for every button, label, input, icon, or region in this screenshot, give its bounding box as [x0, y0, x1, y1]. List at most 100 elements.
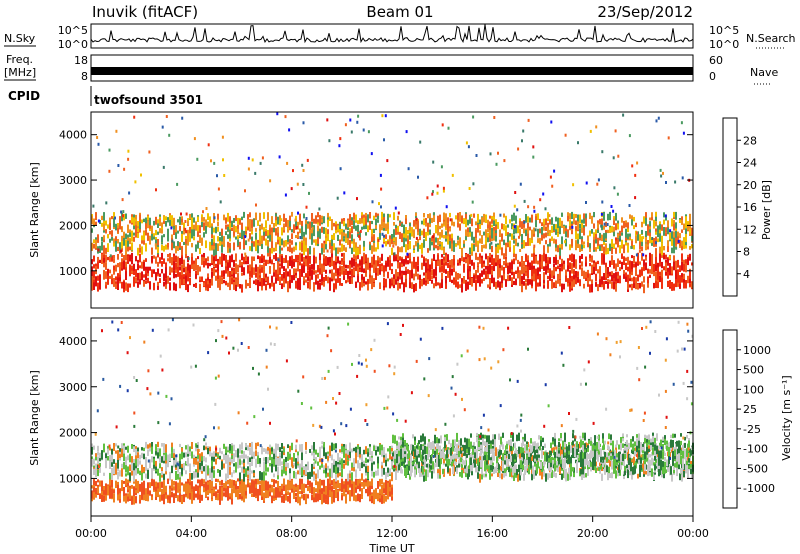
heatmap-cell: [543, 279, 545, 284]
heatmap-cell: [303, 231, 305, 238]
heatmap-cell: [321, 488, 323, 497]
heatmap-cell: [445, 233, 447, 239]
heatmap-cell: [343, 276, 345, 280]
heatmap-cell: [185, 282, 187, 291]
heatmap-cell: [243, 493, 245, 503]
heatmap-cell: [495, 281, 497, 290]
heatmap-cell: [349, 118, 352, 122]
heatmap-cell: [359, 237, 361, 241]
heatmap-cell: [283, 448, 285, 453]
heatmap-cell: [583, 244, 585, 249]
heatmap-cell: [247, 219, 249, 227]
heatmap-cell: [537, 282, 539, 287]
heatmap-cell: [565, 231, 567, 238]
heatmap-cell: [101, 494, 103, 502]
heatmap-cell: [170, 226, 173, 230]
heatmap-cell: [147, 494, 149, 502]
heatmap-cell: [489, 253, 491, 258]
heatmap-cell: [181, 482, 183, 486]
heatmap-cell: [261, 446, 263, 452]
heatmap-cell: [109, 472, 111, 480]
heatmap-cell: [353, 238, 355, 246]
heatmap-cell: [641, 281, 643, 287]
heatmap-cell: [527, 233, 529, 242]
heatmap-cell: [307, 248, 309, 256]
heatmap-cell: [261, 223, 263, 230]
heatmap-cell: [573, 270, 575, 274]
heatmap-cell: [689, 283, 691, 287]
heatmap-cell: [265, 464, 267, 472]
heatmap-cell: [121, 241, 123, 249]
heatmap-cell: [221, 495, 223, 501]
heatmap-cell: [111, 488, 113, 496]
heatmap-cell: [184, 227, 187, 231]
heatmap-cell: [283, 278, 285, 286]
heatmap-cell: [319, 492, 321, 497]
heatmap-cell: [117, 239, 119, 244]
nave-bottom-tick: 0: [709, 70, 716, 83]
heatmap-cell: [201, 456, 203, 463]
heatmap-cell: [237, 265, 239, 272]
heatmap-cell: [155, 229, 157, 236]
heatmap-cell: [141, 235, 143, 241]
heatmap-cell: [553, 267, 555, 276]
heatmap-cell: [653, 263, 655, 272]
heatmap-cell: [677, 269, 679, 279]
heatmap-cell: [247, 480, 249, 485]
heatmap-cell: [363, 482, 365, 489]
heatmap-cell: [245, 484, 247, 492]
heatmap-cell: [175, 456, 177, 465]
heatmap-cell: [241, 227, 243, 233]
heatmap-cell: [547, 260, 549, 266]
heatmap-cell: [213, 245, 215, 250]
heatmap-cell: [283, 257, 285, 263]
heatmap-cell: [319, 489, 321, 493]
heatmap-cell: [97, 142, 100, 146]
heatmap-cell: [689, 220, 691, 229]
heatmap-cell: [605, 280, 607, 284]
heatmap-cell: [677, 231, 679, 237]
heatmap-cell: [655, 264, 657, 272]
heatmap-cell: [105, 495, 107, 501]
heatmap-cell: [301, 268, 303, 277]
heatmap-cell: [251, 228, 253, 235]
heatmap-cell: [559, 244, 561, 252]
heatmap-cell: [439, 236, 441, 240]
heatmap-cell: [195, 258, 197, 266]
heatmap-cell: [261, 482, 263, 491]
heatmap-cell: [525, 266, 527, 272]
heatmap-cell: [493, 234, 495, 241]
heatmap-cell: [357, 276, 359, 282]
heatmap-cell: [431, 192, 434, 196]
heatmap-cell: [225, 454, 227, 464]
heatmap-cell: [253, 491, 255, 497]
heatmap-cell: [255, 228, 257, 232]
heatmap-cell: [469, 232, 471, 237]
heatmap-cell: [287, 228, 289, 233]
heatmap-cell: [237, 230, 239, 235]
heatmap-cell: [243, 256, 245, 265]
heatmap-cell: [609, 212, 611, 221]
heatmap-cell: [497, 222, 499, 227]
heatmap-cell: [689, 213, 691, 220]
heatmap-cell: [513, 212, 515, 221]
heatmap-cell: [351, 268, 353, 277]
heatmap-cell: [91, 446, 93, 455]
heatmap-cell: [379, 263, 381, 270]
heatmap-cell: [257, 283, 259, 292]
heatmap-cell: [459, 243, 461, 249]
heatmap-cell: [477, 256, 479, 261]
heatmap-cell: [370, 152, 373, 156]
heatmap-cell: [413, 230, 415, 239]
heatmap-cell: [305, 217, 308, 220]
heatmap-cell: [333, 272, 335, 281]
heatmap-cell: [583, 283, 585, 289]
heatmap-cell: [561, 258, 563, 264]
heatmap-cell: [339, 269, 341, 277]
heatmap-cell: [287, 496, 289, 502]
heatmap-cell: [350, 130, 353, 134]
heatmap-cell: [269, 448, 271, 455]
heatmap-cell: [131, 470, 133, 476]
heatmap-cell: [139, 247, 141, 253]
